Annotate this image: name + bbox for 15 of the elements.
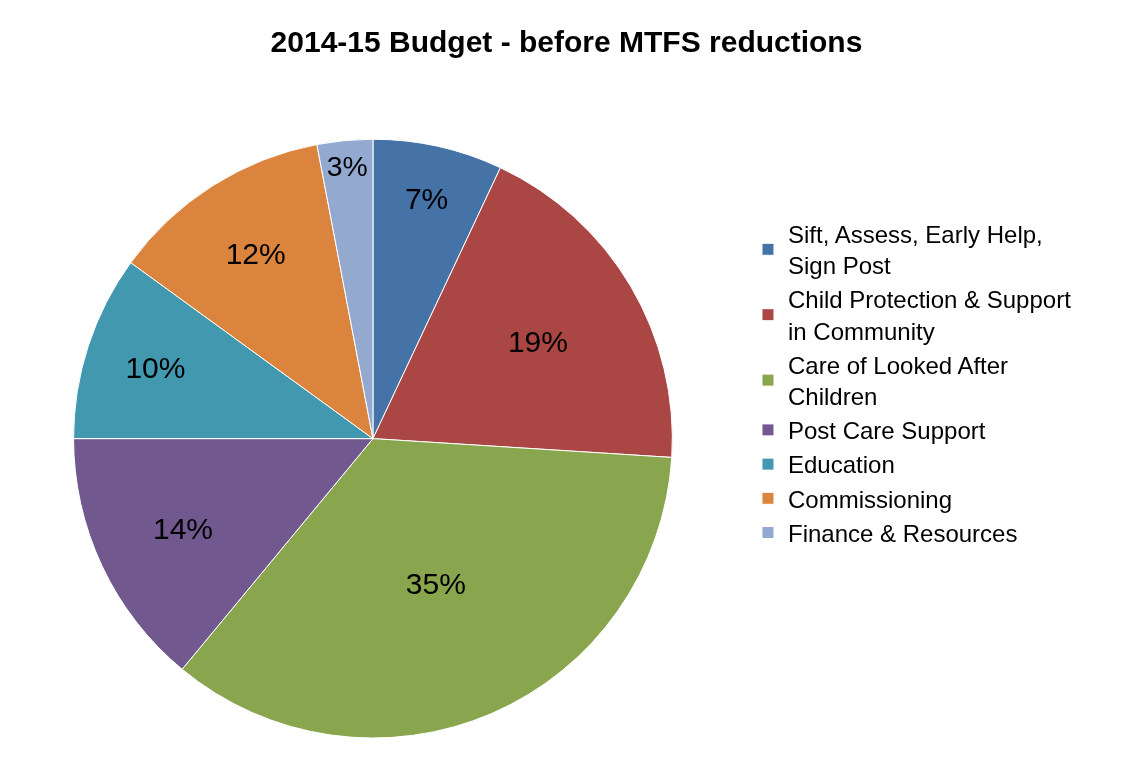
legend-label: Child Protection & Support in Community [787,286,1072,345]
chart-title: 2014-15 Budget - before MTFS reductions [270,25,863,59]
data-label: 35% [405,567,466,601]
legend-label: Finance & Resources [787,519,1018,547]
data-label: 10% [125,351,186,385]
legend-label: Education [787,451,895,479]
legend-label: Care of Looked After Children [787,351,1009,411]
data-label: 19% [507,324,568,358]
data-label: 14% [152,511,213,545]
data-label: 3% [326,150,368,183]
legend-label: Sift, Assess, Early Help, Sign Post [787,221,1043,280]
data-label: 7% [404,182,449,216]
legend-label: Post Care Support [787,417,986,445]
legend-label: Commissioning [787,485,953,513]
data-label: 12% [225,237,286,271]
